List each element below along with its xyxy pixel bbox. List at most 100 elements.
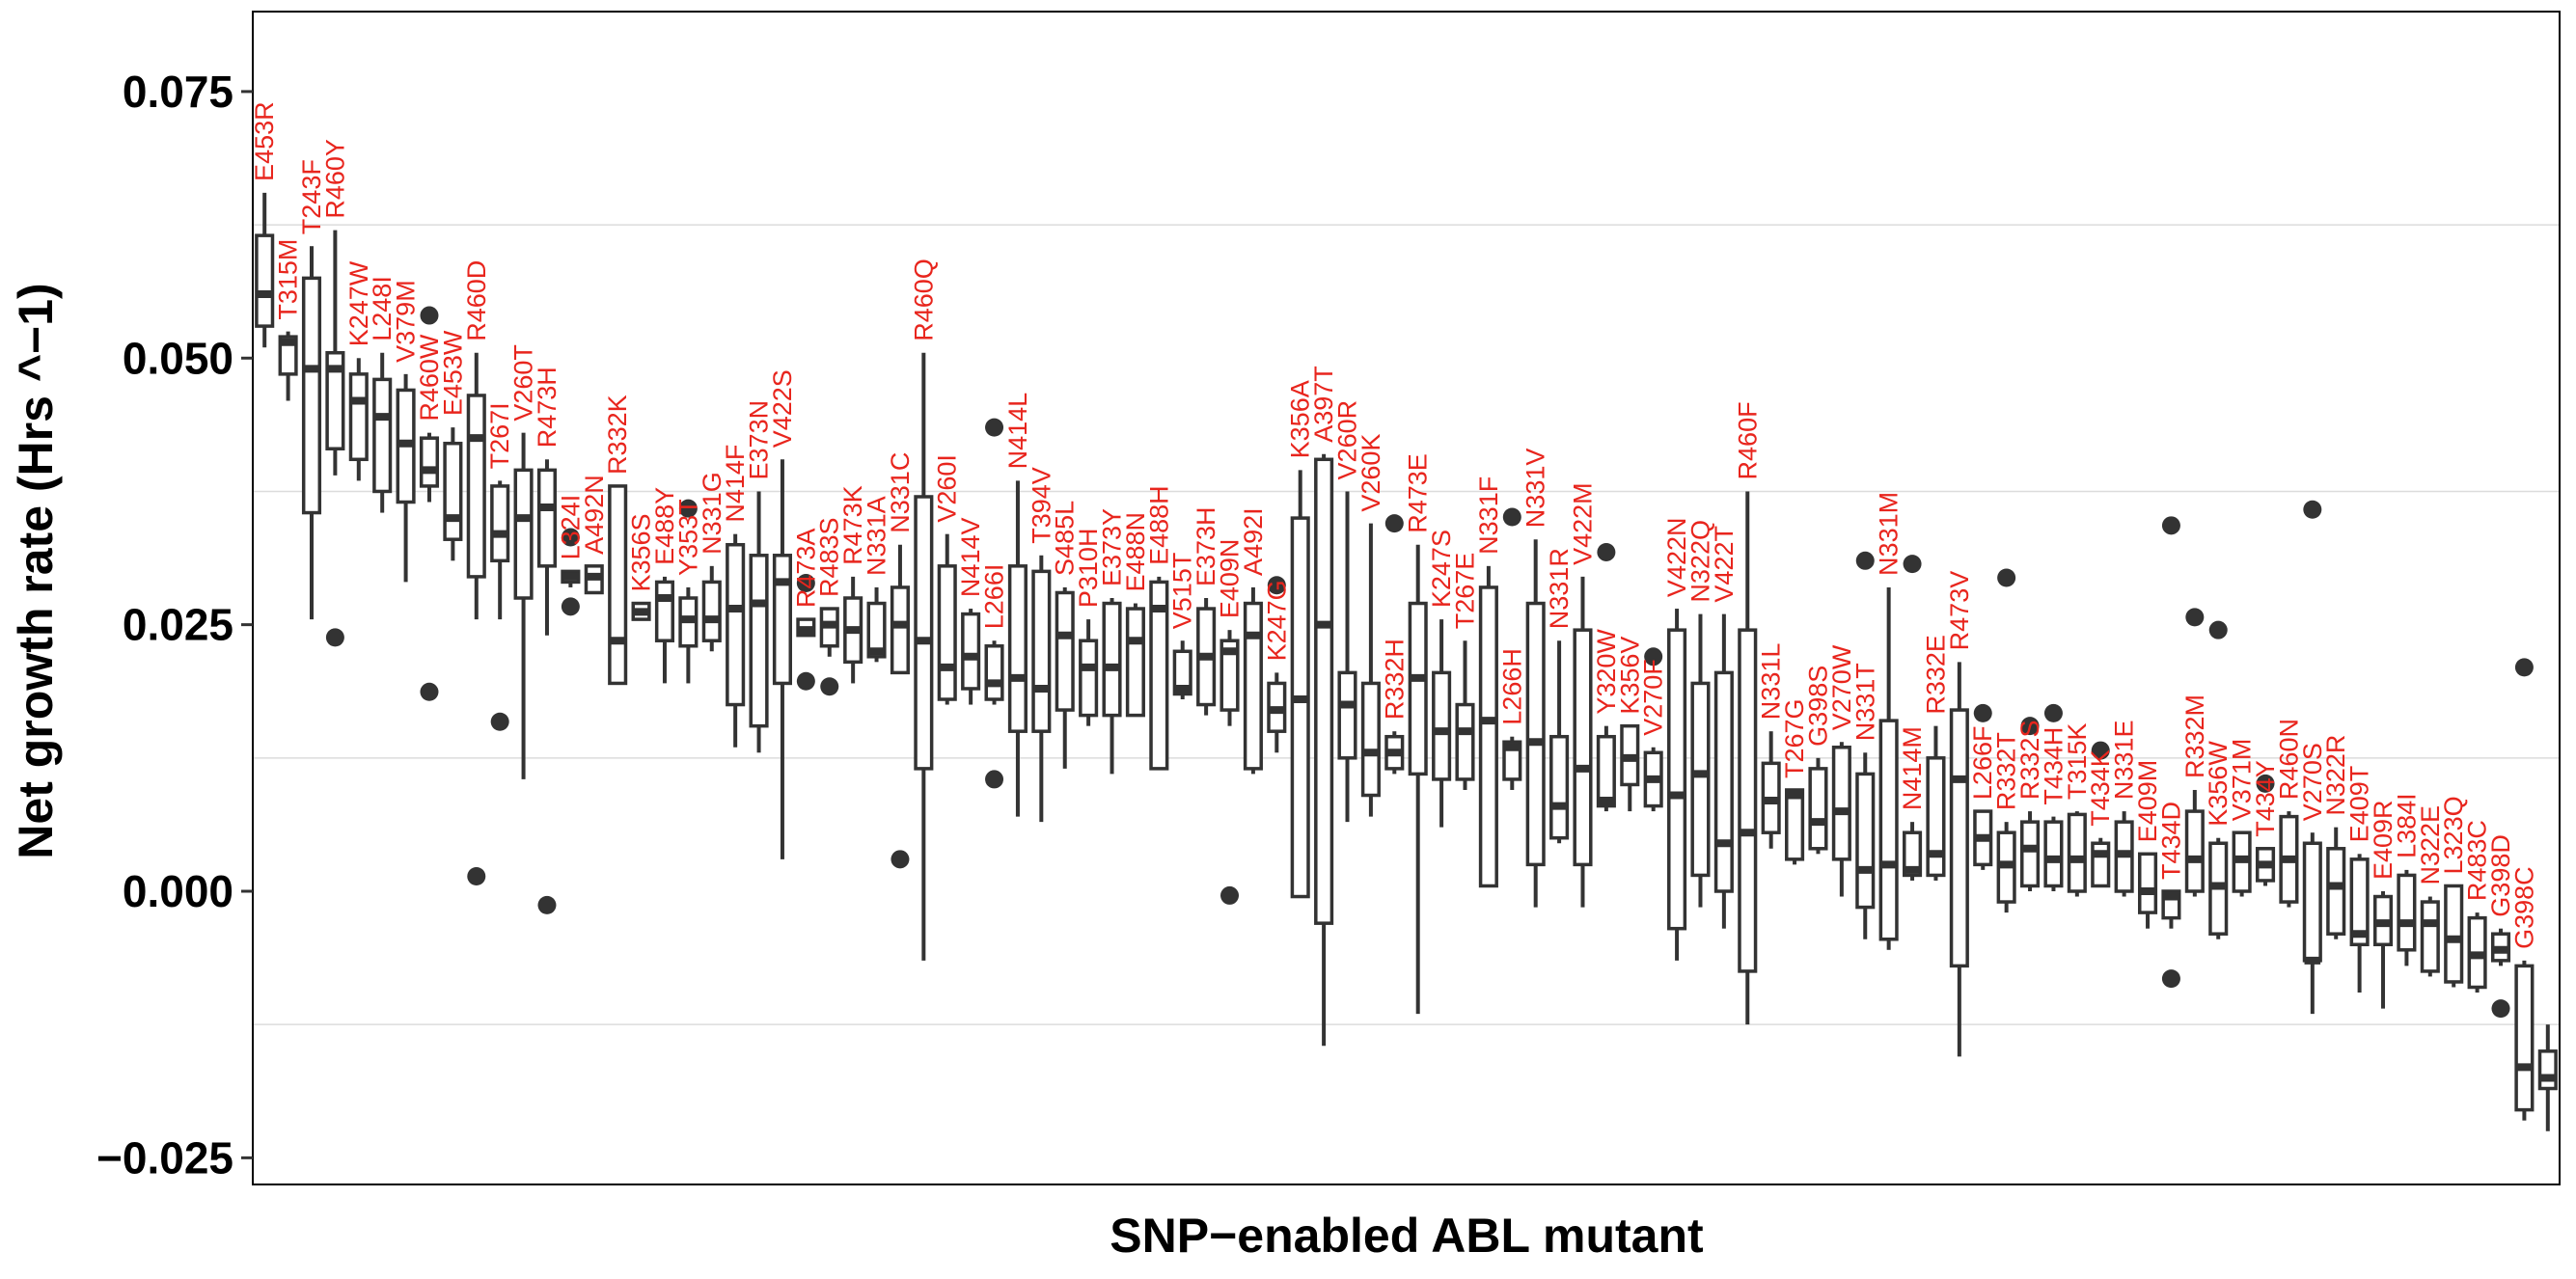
box-iqr xyxy=(2091,841,2111,888)
mutant-label: V270S xyxy=(2298,743,2327,821)
outlier-point xyxy=(2208,620,2228,640)
mutant-label: R473E xyxy=(1404,453,1433,533)
mutant-label: N331V xyxy=(1521,449,1550,529)
mutant-label: L266H xyxy=(1497,648,1526,725)
box-V270S xyxy=(2302,500,2322,1015)
box-iqr xyxy=(772,554,792,686)
box-K356V xyxy=(1620,723,1640,812)
box-R473K xyxy=(843,576,863,684)
box-R473V xyxy=(1949,662,1969,1057)
mutant-label: T434K xyxy=(2086,749,2115,827)
box-R483S xyxy=(819,607,839,696)
box-N331R xyxy=(1549,640,1570,844)
box-V270W xyxy=(1831,742,1851,897)
mutant-label: R460Q xyxy=(909,259,938,341)
box-iqr xyxy=(1549,734,1570,840)
mutant-label: T267I xyxy=(485,402,514,469)
box-iqr xyxy=(490,484,510,563)
box-iqr xyxy=(348,372,369,462)
box-N414M xyxy=(1903,555,1923,881)
mutant-label: L384I xyxy=(2392,793,2421,858)
mutant-label: V422N xyxy=(1662,517,1691,597)
outlier-point xyxy=(467,867,486,886)
mutant-label: G398S xyxy=(1803,666,1832,747)
box-N414L xyxy=(1007,480,1028,817)
y-axis-title: Net growth rate (Hrs ^−1) xyxy=(9,283,63,858)
outlier-point xyxy=(2514,658,2534,677)
box-L266H xyxy=(1502,507,1522,790)
mutant-label: N331A xyxy=(863,496,891,576)
box-iqr xyxy=(536,468,558,568)
mutant-label: V260K xyxy=(1357,434,1385,512)
outlier-point xyxy=(2161,969,2180,989)
box-N331F xyxy=(1478,565,1498,888)
mutant-label: N331M xyxy=(1875,492,1904,576)
box-iqr xyxy=(419,436,440,488)
box-K356A xyxy=(1290,470,1310,899)
box-V379M xyxy=(396,373,416,583)
box-iqr xyxy=(1478,585,1498,888)
mutant-label: R332E xyxy=(1921,635,1950,715)
mutant-label: T434Y xyxy=(2251,760,2280,837)
box-iqr xyxy=(701,580,722,642)
box-T315M xyxy=(278,331,298,401)
box-A397T xyxy=(1314,453,1334,1047)
outlier-point xyxy=(1855,551,1875,570)
box-E453R xyxy=(255,192,275,348)
box-iqr xyxy=(1455,702,1475,781)
y-axis: 0.075 0.050 0.025 0.000 −0.025 xyxy=(96,67,253,1183)
box-iqr xyxy=(1573,628,1593,867)
box-iqr xyxy=(2020,820,2041,888)
mutant-label: V260T xyxy=(509,344,538,422)
mutant-label: T315K xyxy=(2063,723,2092,801)
box-V260K xyxy=(1360,523,1381,817)
outlier-point xyxy=(2161,516,2180,535)
box-iqr xyxy=(2067,812,2087,893)
box-E488N xyxy=(1125,603,1145,718)
mutant-label: R460N xyxy=(2274,719,2303,800)
box-iqr xyxy=(866,601,887,659)
mutant-label: A492N xyxy=(580,475,609,555)
box-R332K xyxy=(608,484,628,686)
box-N331G xyxy=(701,565,722,652)
outlier-point xyxy=(1644,647,1663,667)
box-E409R xyxy=(2372,891,2394,1009)
box-iqr xyxy=(255,233,275,328)
outlier-point xyxy=(2303,500,2322,519)
box-Y353T xyxy=(678,499,699,684)
outlier-point xyxy=(1267,576,1286,595)
box-R332E xyxy=(1926,725,1946,881)
box-iqr xyxy=(2420,900,2440,973)
box-iqr xyxy=(1502,740,1522,781)
mutant-label: N322Q xyxy=(1685,520,1714,603)
mutant-label: N414F xyxy=(721,445,750,523)
mutant-label: R332S xyxy=(2015,721,2044,801)
box-V515T xyxy=(1172,640,1192,700)
box-V260T xyxy=(513,432,534,779)
box-R460N xyxy=(2279,811,2299,908)
outlier-point xyxy=(2256,774,2275,793)
mutant-label: R332M xyxy=(2180,694,2209,778)
box-R332H xyxy=(1384,514,1405,775)
box-V260R xyxy=(1337,491,1357,823)
outlier-point xyxy=(2091,741,2110,760)
mutant-label: N331T xyxy=(1850,663,1879,741)
outlier-point xyxy=(537,895,557,914)
box-iqr xyxy=(2397,873,2417,952)
box-R460Y xyxy=(325,230,345,647)
box-iqr xyxy=(1243,601,1263,771)
box-iqr xyxy=(1713,670,1734,893)
mutant-label: G398D xyxy=(2486,834,2515,917)
box-iqr xyxy=(1667,628,1687,931)
mutant-label: R473H xyxy=(533,367,562,448)
box-S485L xyxy=(1055,586,1075,769)
mutant-label: L266I xyxy=(980,564,1009,630)
mutant-label: E373H xyxy=(1192,506,1220,586)
box-iqr xyxy=(2444,884,2464,984)
box-R473H xyxy=(536,459,558,914)
box-N331C xyxy=(890,544,910,869)
box-N331V xyxy=(1525,539,1546,908)
mutant-label: N331R xyxy=(1545,548,1574,629)
box-E373H xyxy=(1196,598,1217,716)
